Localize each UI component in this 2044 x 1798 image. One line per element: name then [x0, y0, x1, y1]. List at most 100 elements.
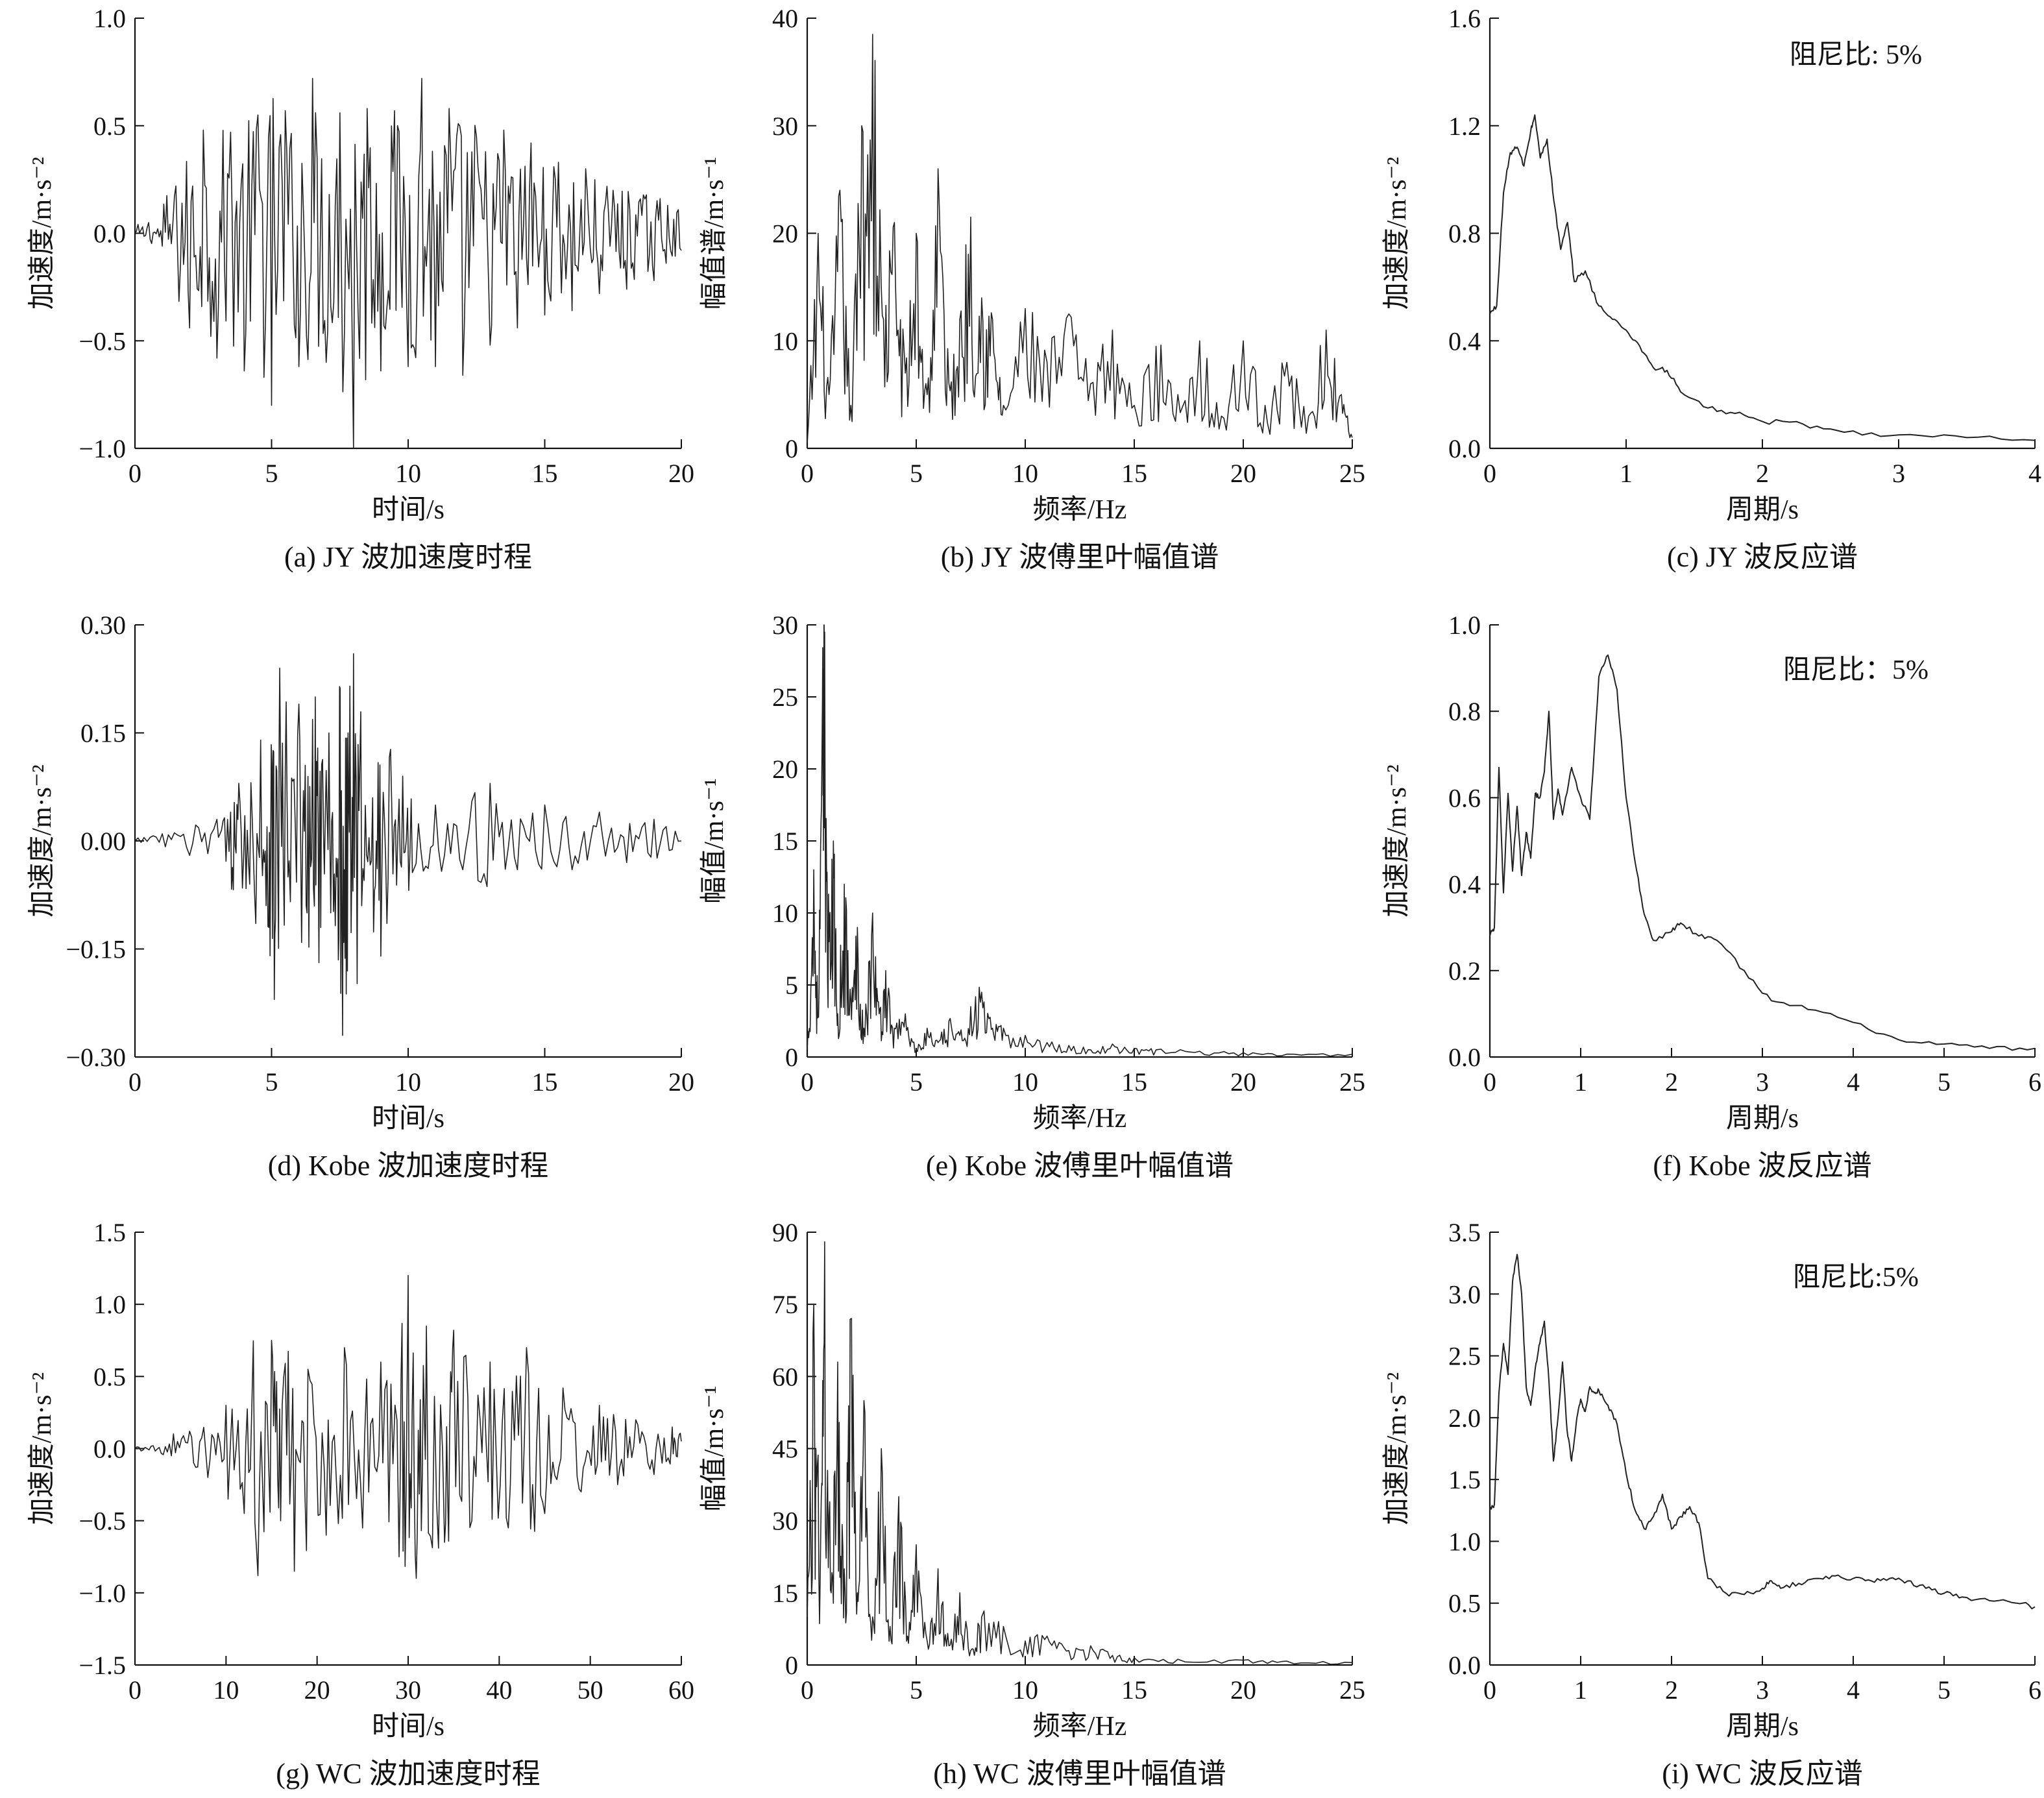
y-tick-label: 0.5: [93, 112, 126, 141]
chart-panel-b: 0 5 10 15 20 25 0 10 20 30 40 频率/Hz 幅值谱/m·s⁻¹ (b) JY …: [700, 4, 1365, 573]
x-axis-label: 周期/s: [1726, 495, 1799, 525]
y-axis-label: 加速度/m·s⁻²: [27, 1372, 57, 1525]
y-tick-label: 90: [772, 1218, 798, 1247]
y-tick-label: 0.30: [80, 611, 126, 640]
x-tick-label: 0: [128, 1675, 141, 1705]
x-tick-label: 15: [1121, 1675, 1147, 1705]
x-tick-label: 2: [1665, 1675, 1678, 1705]
y-tick-label: 1.0: [93, 4, 126, 33]
x-tick-label: 0: [1483, 1067, 1496, 1097]
x-tick-label: 20: [304, 1675, 330, 1705]
chart-panel-h: 0 5 10 15 20 25 0 15 30 45 60 75 90 频率/Hz 幅值/m·s⁻¹ (h) …: [700, 1218, 1365, 1790]
x-tick-label: 3: [1892, 459, 1905, 488]
y-tick-label: 0: [785, 1043, 798, 1072]
y-tick-label: 15: [772, 827, 798, 856]
x-tick-label: 0: [801, 1067, 814, 1097]
y-tick-label: 0.4: [1448, 870, 1481, 899]
data-line: [807, 1241, 1353, 1665]
y-axis-label: 幅值/m·s⁻¹: [700, 1386, 729, 1511]
x-tick-label: 25: [1339, 1675, 1365, 1705]
y-tick-label: 0.00: [80, 827, 126, 856]
y-axis-label: 幅值/m·s⁻¹: [700, 778, 729, 903]
x-tick-label: 25: [1339, 1067, 1365, 1097]
y-tick-label: −0.15: [66, 935, 126, 964]
y-tick-label: 0.6: [1448, 783, 1481, 812]
data-line: [134, 78, 682, 449]
y-tick-label: −1.0: [79, 434, 126, 463]
x-tick-label: 25: [1339, 459, 1365, 488]
y-tick-label: 0.8: [1448, 697, 1481, 726]
y-axis-label: 加速度/m·s⁻²: [1382, 1372, 1412, 1525]
y-tick-label: 0.0: [1448, 1043, 1481, 1072]
x-tick-label: 20: [1230, 1675, 1256, 1705]
damping-annotation: 阻尼比: 5%: [1790, 40, 1922, 70]
data-line: [807, 624, 1353, 1057]
chart-panel-e: 0 5 10 15 20 25 0 5 10 15 20 25 30 频率/Hz 幅值/m·s⁻¹ (e) K…: [700, 611, 1365, 1182]
y-tick-label: −1.5: [79, 1651, 126, 1680]
x-tick-label: 6: [2028, 1675, 2041, 1705]
x-axis-label: 时间/s: [372, 495, 444, 525]
y-tick-label: 0: [785, 434, 798, 463]
x-tick-label: 40: [486, 1675, 512, 1705]
x-tick-label: 20: [668, 1067, 694, 1097]
x-tick-label: 15: [532, 1067, 558, 1097]
chart-caption: (i) WC 波反应谱: [1662, 1758, 1863, 1790]
y-tick-label: 75: [772, 1290, 798, 1319]
chart-panel-d: 0 5 10 15 20 −0.30 −0.15 0.00 0.15 0.30 时间/s 加速度/m·…: [27, 611, 694, 1182]
chart-caption: (g) WC 波加速度时程: [276, 1758, 540, 1790]
x-tick-label: 2: [1756, 459, 1769, 488]
y-tick-label: 25: [772, 683, 798, 712]
chart-caption: (b) JY 波傅里叶幅值谱: [941, 541, 1219, 573]
y-tick-label: 0.0: [1448, 1651, 1481, 1680]
y-tick-label: 60: [772, 1362, 798, 1391]
x-tick-label: 15: [532, 459, 558, 488]
x-axis-label: 时间/s: [372, 1104, 444, 1134]
x-tick-label: 6: [2028, 1067, 2041, 1097]
x-tick-label: 20: [1230, 459, 1256, 488]
y-tick-label: 0.8: [1448, 219, 1481, 249]
x-tick-label: 15: [1121, 1067, 1147, 1097]
y-tick-label: 45: [772, 1435, 798, 1464]
chart-caption: (a) JY 波加速度时程: [284, 541, 532, 573]
y-tick-label: 0.2: [1448, 956, 1481, 986]
x-tick-label: 50: [578, 1675, 603, 1705]
y-tick-label: 30: [772, 112, 798, 141]
y-tick-label: 1.0: [93, 1290, 126, 1319]
y-tick-label: 30: [772, 611, 798, 640]
y-tick-label: 0.5: [93, 1362, 126, 1391]
x-tick-label: 1: [1620, 459, 1633, 488]
data-line: [134, 1274, 682, 1579]
x-tick-label: 10: [395, 1067, 421, 1097]
y-tick-label: 10: [772, 326, 798, 356]
y-tick-label: 0.5: [1448, 1589, 1481, 1618]
x-axis-label: 频率/Hz: [1033, 494, 1127, 525]
y-tick-label: 2.0: [1448, 1403, 1481, 1433]
chart-caption: (e) Kobe 波傅里叶幅值谱: [926, 1150, 1234, 1182]
x-tick-label: 10: [1012, 459, 1038, 488]
y-tick-label: −0.30: [66, 1043, 126, 1072]
y-axis-label: 加速度/m·s⁻²: [27, 157, 57, 310]
chart-panel-f: 0 1 2 3 4 5 6 0.0 0.2 0.4 0.6 0.8 1.0 周期/s 加速度/m·s⁻² (f…: [1382, 611, 2041, 1182]
x-tick-label: 4: [2028, 459, 2041, 488]
chart-panel-g: 0 10 20 30 40 50 60 −1.5 −1.0 −0.5 0.0 0.5 1.0 1.5 时间/…: [27, 1218, 694, 1790]
data-line: [1489, 1254, 2036, 1610]
x-tick-label: 0: [801, 1675, 814, 1705]
x-tick-label: 5: [265, 459, 278, 488]
y-tick-label: 0.0: [1448, 434, 1481, 463]
x-tick-label: 10: [1012, 1675, 1038, 1705]
y-tick-label: 3.5: [1448, 1218, 1481, 1247]
y-tick-label: −0.5: [79, 1507, 126, 1536]
data-line: [134, 653, 682, 1036]
x-tick-label: 5: [910, 1675, 923, 1705]
x-tick-label: 20: [668, 459, 694, 488]
y-tick-label: 0.0: [93, 219, 126, 249]
y-tick-label: 0.15: [80, 719, 126, 748]
x-tick-label: 10: [395, 459, 421, 488]
x-axis-label: 频率/Hz: [1033, 1103, 1127, 1134]
damping-annotation: 阻尼比：5%: [1783, 655, 1928, 685]
chart-panel-a: 0 5 10 15 20 −1.0 −0.5 0.0 0.5 1.0 时间/s 加速度/m·s⁻² (a…: [27, 4, 694, 573]
y-tick-label: 1.6: [1448, 4, 1481, 33]
x-tick-label: 30: [395, 1675, 421, 1705]
damping-annotation: 阻尼比:5%: [1793, 1263, 1919, 1293]
